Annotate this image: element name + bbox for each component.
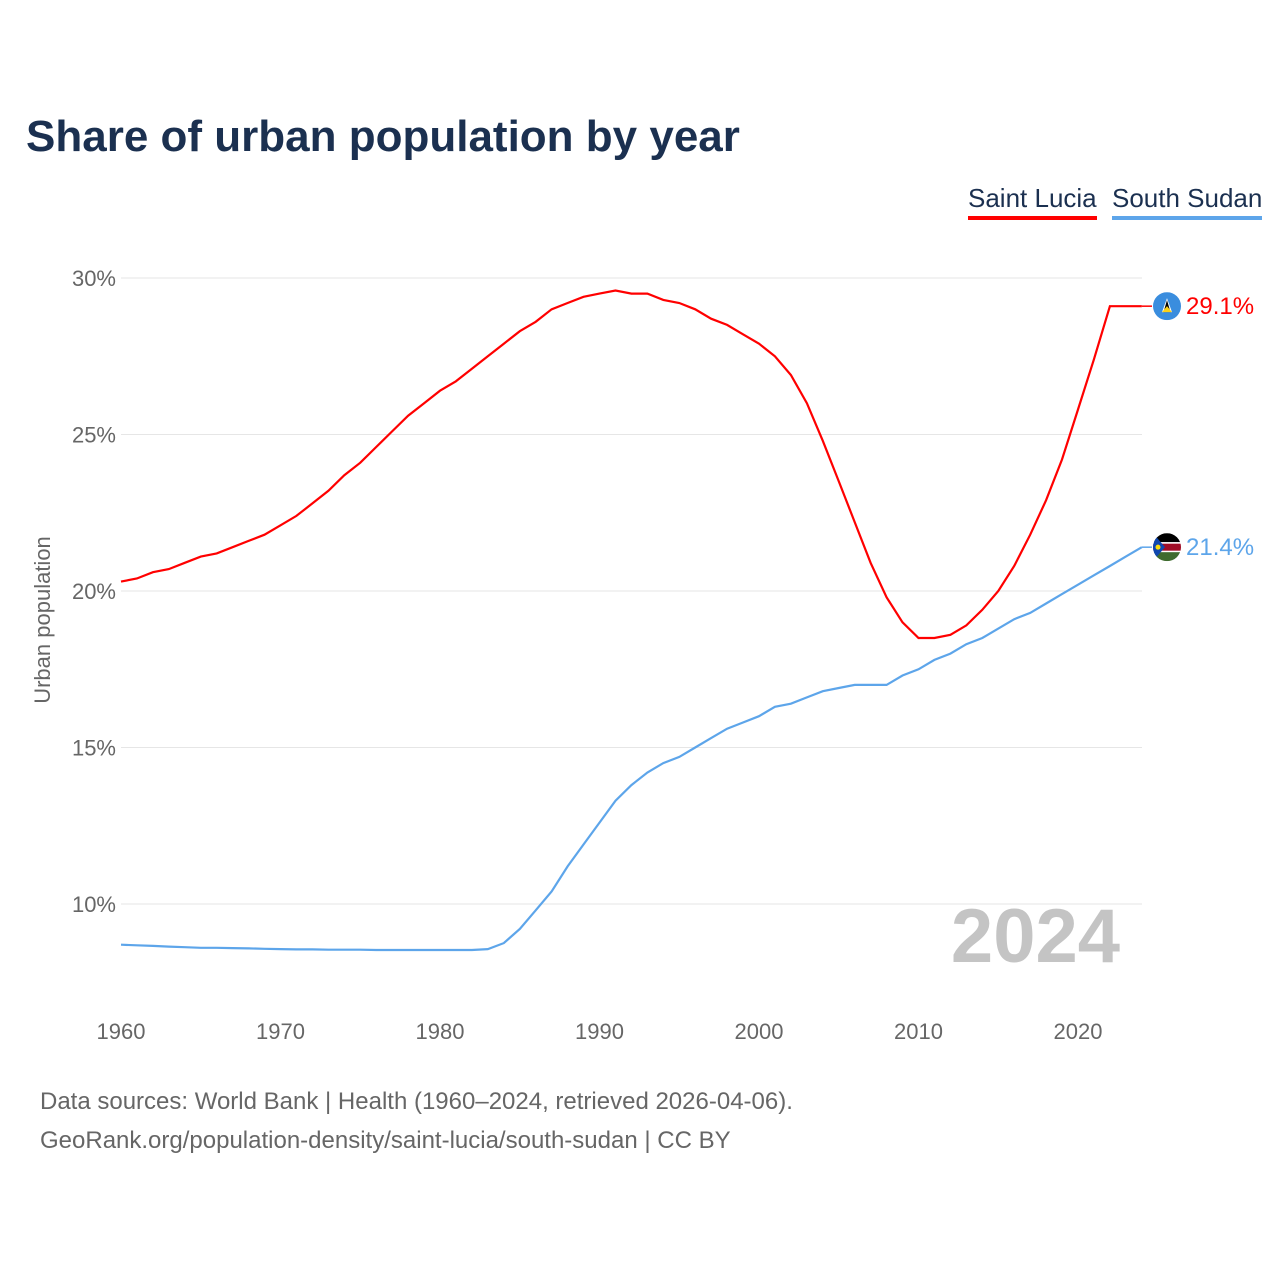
end-value-label: 29.1% — [1186, 293, 1254, 320]
saint-lucia-flag-icon — [1153, 292, 1181, 321]
end-value-label: 21.4% — [1186, 534, 1254, 561]
x-tick-label: 1980 — [416, 1019, 465, 1044]
footer-attribution: GeoRank.org/population-density/saint-luc… — [40, 1127, 731, 1154]
legend-saint-lucia[interactable]: Saint Lucia — [968, 183, 1097, 220]
x-tick-label: 1960 — [97, 1019, 146, 1044]
y-tick-label: 10% — [72, 892, 116, 917]
y-axis-label: Urban population — [30, 536, 55, 704]
series-line-south-sudan[interactable] — [120, 546, 1143, 952]
y-tick-label: 15% — [72, 736, 116, 761]
y-tick-label: 20% — [72, 579, 116, 604]
chart-title: Share of urban population by year — [26, 112, 740, 161]
x-tick-label: 2000 — [735, 1019, 784, 1044]
gridlines: 10% 15% 20% 25% 30% 1960 1970 1980 1990 2000 2010 2… — [72, 266, 1142, 1044]
x-tick-label: 2020 — [1054, 1019, 1103, 1044]
footer-sources: Data sources: World Bank | Health (1960–… — [40, 1088, 793, 1115]
series-lines — [120, 289, 1143, 952]
south-sudan-flag-icon — [1153, 533, 1181, 562]
y-tick-label: 30% — [72, 266, 116, 291]
year-watermark: 2024 — [951, 894, 1120, 979]
x-tick-label: 1970 — [256, 1019, 305, 1044]
x-tick-label: 2010 — [894, 1019, 943, 1044]
series-line-saint-lucia[interactable] — [120, 289, 1142, 640]
y-tick-label: 25% — [72, 423, 116, 448]
legend-south-sudan[interactable]: South Sudan — [1112, 183, 1263, 220]
x-tick-label: 1990 — [575, 1019, 624, 1044]
end-labels: 29.1% 21.4% — [1141, 292, 1254, 562]
